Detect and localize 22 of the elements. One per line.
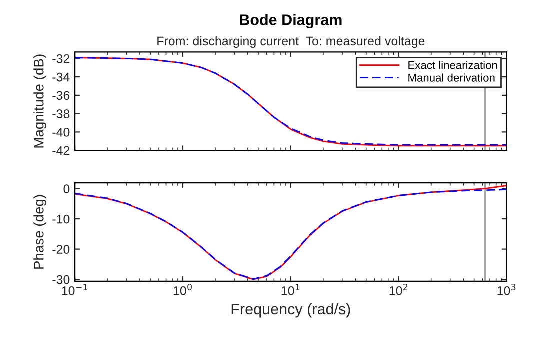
y-tick-label: -38 (52, 110, 70, 118)
y-tick-label: -34 (52, 72, 70, 82)
x-tick-label: 10$^{2}$ (390, 284, 408, 296)
legend-label: Manual derivation (408, 74, 495, 82)
x-tick-label: 10$^{1}$ (282, 284, 300, 296)
y-tick-label: -42 (52, 146, 70, 156)
y-tick-label: -30 (52, 275, 70, 284)
y-tick-label: 0 (64, 184, 70, 194)
y-axis-title: Phase (deg) (34, 195, 47, 269)
y-tick-label: -10 (52, 214, 70, 224)
x-tick-label: 10$^{0}$ (174, 284, 192, 296)
x-tick-label: 10$^{−1}$ (62, 284, 88, 296)
y-tick-label: -40 (52, 128, 70, 137)
y-tick-label: -36 (52, 91, 70, 100)
y-tick-label: -20 (52, 245, 70, 254)
chart-title: Bode Diagram (240, 14, 342, 29)
y-tick-label: -32 (52, 54, 70, 64)
legend-label: Exact linearization (408, 61, 498, 70)
x-tick-label: 10$^{3}$ (498, 284, 516, 296)
chart-subtitle: From: discharging current To: measured voltage (158, 36, 425, 48)
y-axis-title: Magnitude (dB) (34, 54, 47, 148)
x-axis-title: Frequency (rad/s) (232, 303, 350, 318)
